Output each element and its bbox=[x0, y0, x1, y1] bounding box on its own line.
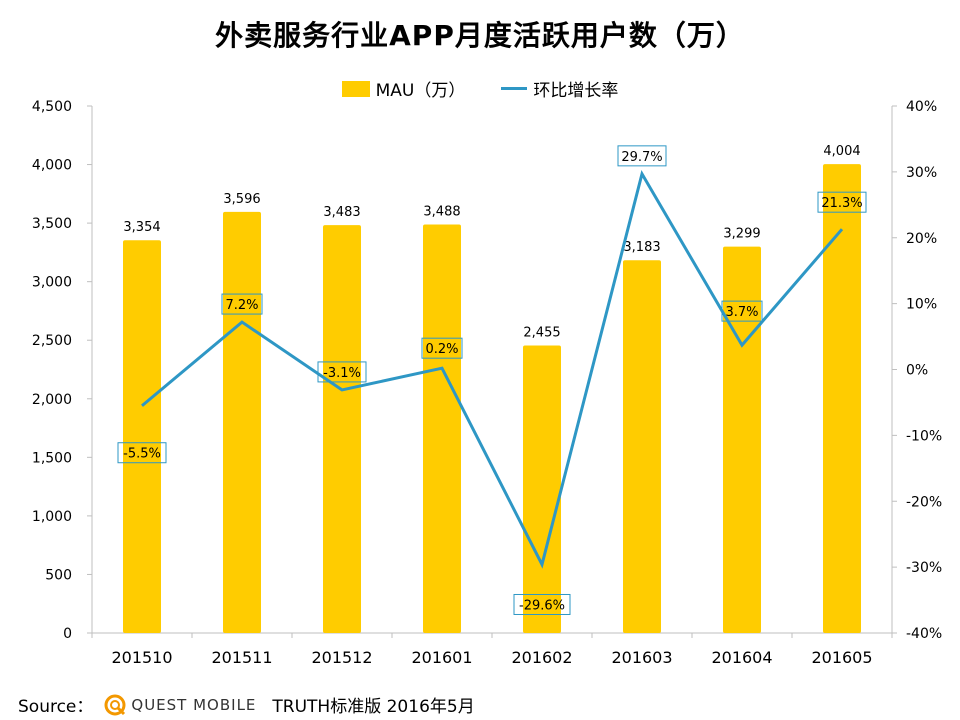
x-tick-label: 201605 bbox=[811, 648, 872, 667]
left-tick-label: 1,500 bbox=[32, 450, 72, 466]
bar-value-label: 2,455 bbox=[523, 325, 560, 340]
right-tick-label: 30% bbox=[906, 165, 937, 181]
legend-line-swatch bbox=[501, 87, 528, 90]
growth-value-label: 3.7% bbox=[725, 305, 758, 320]
bar-value-label: 4,004 bbox=[823, 144, 860, 159]
bar bbox=[323, 225, 361, 634]
right-tick-label: 20% bbox=[906, 231, 937, 247]
growth-label-box bbox=[617, 145, 667, 167]
bar-value-label: 3,354 bbox=[123, 220, 160, 235]
bar bbox=[423, 224, 461, 633]
bar bbox=[823, 164, 861, 634]
bar-value-label: 3,488 bbox=[423, 205, 460, 220]
growth-label-box bbox=[317, 361, 367, 383]
bar-value-label: 3,299 bbox=[723, 227, 760, 242]
right-tick-label: -30% bbox=[906, 560, 942, 576]
legend: MAU（万） 环比增长率 bbox=[0, 76, 960, 101]
growth-value-label: 0.2% bbox=[425, 342, 458, 357]
right-tick-label: -20% bbox=[906, 494, 942, 510]
bar bbox=[223, 211, 261, 633]
chart-title: 外卖服务行业APP月度活跃用户数（万） bbox=[215, 19, 745, 52]
legend-line-label: 环比增长率 bbox=[533, 81, 619, 101]
logo-text: QUEST MOBILE bbox=[131, 695, 257, 714]
growth-label-box bbox=[721, 300, 763, 322]
right-tick-label: 0% bbox=[906, 363, 928, 379]
left-tick-label: 4,500 bbox=[32, 99, 72, 115]
x-tick-label: 201603 bbox=[611, 648, 672, 667]
right-tick-label: -40% bbox=[906, 626, 942, 642]
left-tick-label: 2,000 bbox=[32, 392, 72, 408]
growth-label-box bbox=[117, 442, 167, 464]
bar bbox=[523, 345, 561, 633]
growth-value-label: 29.7% bbox=[621, 150, 662, 165]
left-tick-label: 3,000 bbox=[32, 275, 72, 291]
left-tick-label: 0 bbox=[63, 626, 72, 642]
legend-item-mau: MAU（万） bbox=[341, 76, 466, 101]
bar bbox=[623, 260, 661, 633]
x-tick-label: 201511 bbox=[211, 648, 272, 667]
legend-item-growth: 环比增长率 bbox=[501, 76, 618, 101]
x-tick-label: 201604 bbox=[711, 648, 772, 667]
growth-value-label: -3.1% bbox=[323, 366, 361, 381]
bar bbox=[723, 246, 761, 633]
right-tick-label: -10% bbox=[906, 428, 942, 444]
growth-line bbox=[141, 169, 844, 569]
left-tick-label: 3,500 bbox=[32, 216, 72, 232]
x-tick-label: 201510 bbox=[111, 648, 172, 667]
x-tick-label: 201512 bbox=[311, 648, 372, 667]
bar bbox=[123, 240, 161, 633]
growth-label-box bbox=[513, 593, 571, 615]
right-tick-label: 10% bbox=[906, 297, 937, 313]
left-tick-label: 2,500 bbox=[32, 333, 72, 349]
questmobile-logo: QUEST MOBILE bbox=[103, 693, 256, 717]
right-tick-label: 40% bbox=[906, 99, 937, 115]
source-line: Source： QUEST MOBILE TRUTH标准版 2016年5月 bbox=[18, 692, 475, 717]
legend-bar-label: MAU（万） bbox=[375, 81, 466, 101]
left-tick-label: 1,000 bbox=[32, 509, 72, 525]
bar-value-label: 3,183 bbox=[623, 240, 660, 255]
bar-value-label: 3,483 bbox=[323, 205, 360, 220]
source-note: TRUTH标准版 2016年5月 bbox=[272, 697, 475, 717]
x-tick-label: 201602 bbox=[511, 648, 572, 667]
growth-value-label: -29.6% bbox=[519, 598, 565, 613]
growth-label-box bbox=[421, 337, 463, 359]
x-tick-label: 201601 bbox=[411, 648, 472, 667]
growth-value-label: 21.3% bbox=[821, 196, 862, 211]
bar-value-label: 3,596 bbox=[223, 192, 260, 207]
growth-value-label: -5.5% bbox=[123, 447, 161, 462]
left-tick-label: 4,000 bbox=[32, 158, 72, 174]
questmobile-q-icon bbox=[104, 694, 126, 715]
source-label: Source： bbox=[18, 697, 94, 717]
growth-label-box bbox=[817, 191, 867, 213]
growth-value-label: 7.2% bbox=[225, 298, 258, 313]
legend-bar-swatch bbox=[341, 80, 370, 97]
left-tick-label: 500 bbox=[45, 567, 72, 583]
growth-label-box bbox=[221, 293, 263, 315]
